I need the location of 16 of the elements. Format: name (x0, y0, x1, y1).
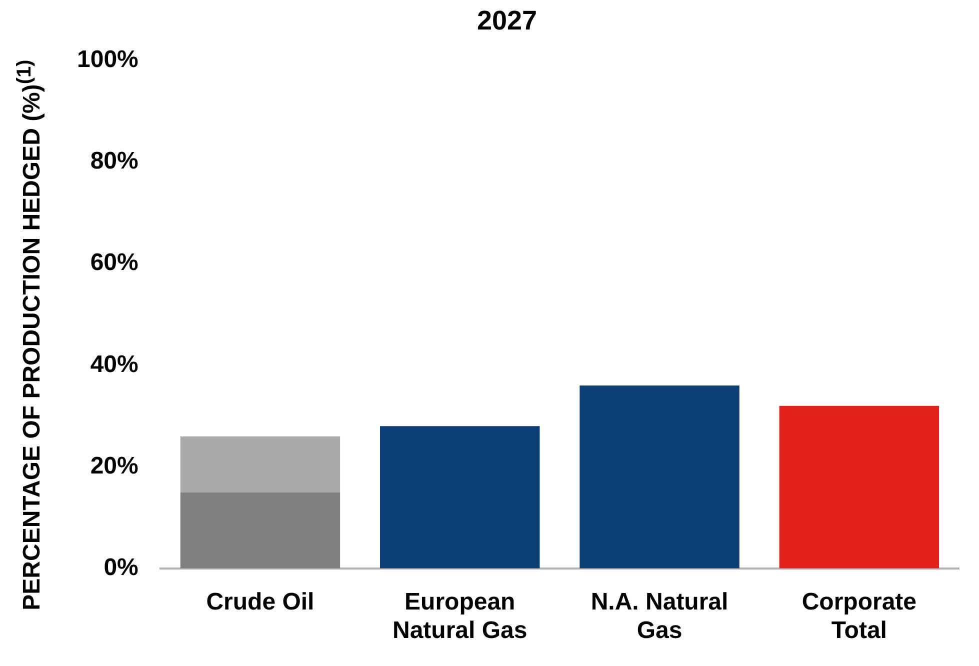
x-tick-label: Crude Oil (206, 588, 314, 616)
x-tick-label: European Natural Gas (392, 588, 528, 644)
x-tick-label: N.A. Natural Gas (590, 588, 728, 644)
y-tick-label: 20% (90, 452, 138, 480)
y-tick-label: 0% (104, 554, 138, 582)
x-tick-label: Corporate Total (802, 588, 917, 644)
bar (180, 492, 340, 568)
y-tick-label: 60% (90, 249, 138, 276)
bar (180, 436, 340, 492)
y-tick-label: 100% (76, 46, 138, 74)
bar (580, 386, 740, 568)
y-tick-label: 80% (90, 148, 138, 175)
bar (380, 426, 540, 568)
y-tick-label: 40% (90, 350, 138, 378)
chart-title: 2027 (476, 6, 538, 36)
bar (779, 406, 940, 568)
